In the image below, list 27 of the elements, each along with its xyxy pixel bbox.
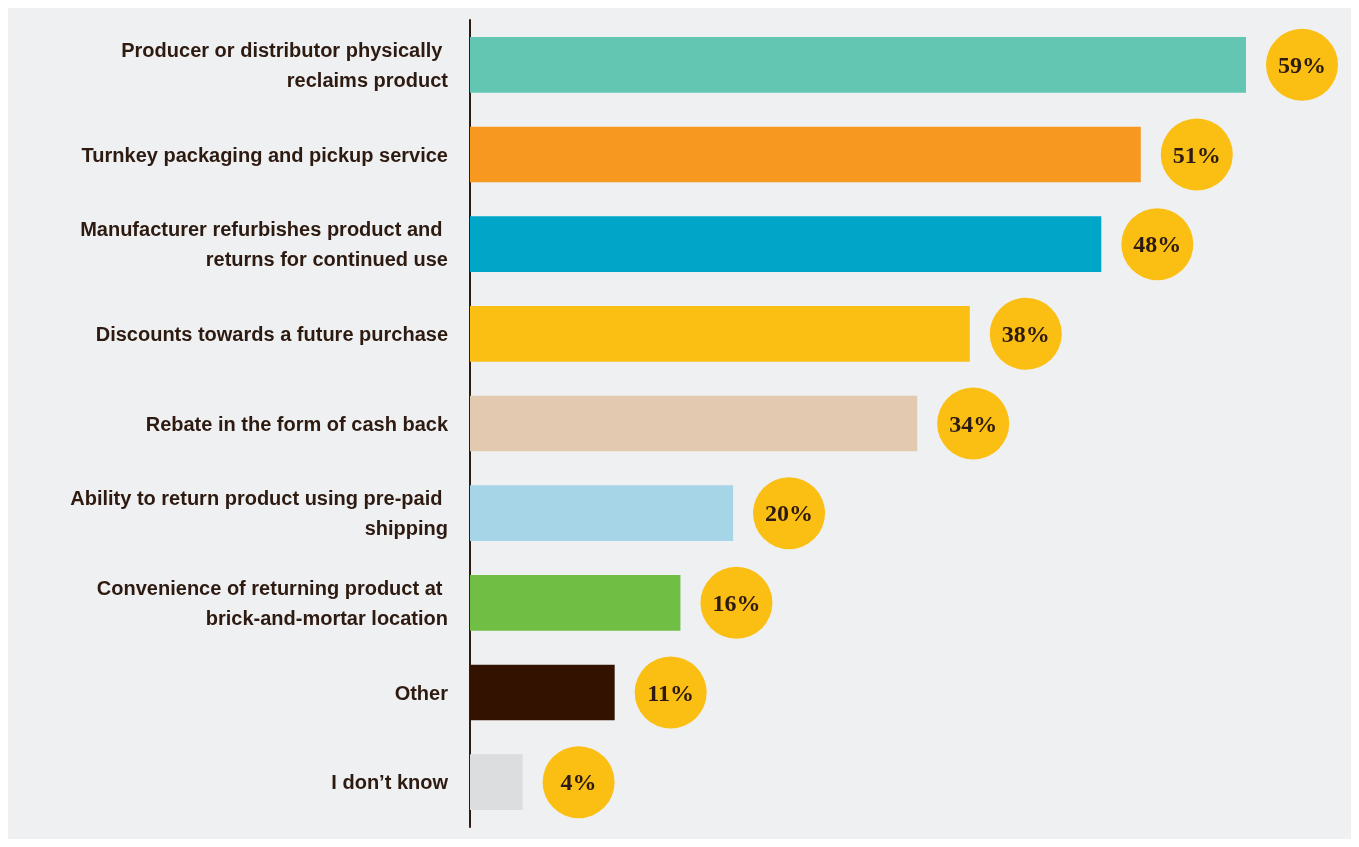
data-label: 16% xyxy=(712,589,761,616)
data-label: 34% xyxy=(949,410,998,437)
data-label: 11% xyxy=(647,679,695,706)
data-label: 4% xyxy=(560,769,597,796)
bar xyxy=(470,754,523,810)
bar xyxy=(470,37,1246,93)
bar xyxy=(470,126,1141,183)
bar xyxy=(470,485,734,541)
y-tick-label: Manufacturer refurbishes product and returns for continued use xyxy=(80,218,448,271)
data-label: 48% xyxy=(1133,231,1182,258)
y-tick-label: I don’t know xyxy=(331,771,449,794)
bar xyxy=(470,395,918,452)
y-tick-label: Rebate in the form of cash back xyxy=(145,412,449,435)
bar xyxy=(470,575,681,631)
y-tick-label: Ability to return product using pre-paid shipping xyxy=(70,487,448,540)
data-label: 20% xyxy=(765,500,814,527)
bar xyxy=(470,216,1102,272)
y-tick-label: Convenience of returning product at brick-and-mortar location xyxy=(96,576,448,629)
y-tick-label: Turnkey packaging and pickup service xyxy=(81,143,448,166)
y-tick-label: Discounts towards a future purchase xyxy=(95,322,448,345)
y-tick-label: Producer or distributor physically reclaims product xyxy=(121,38,449,91)
data-label: 51% xyxy=(1172,141,1221,168)
bar xyxy=(470,306,970,362)
data-label: 38% xyxy=(1001,320,1050,347)
y-tick-label: Other xyxy=(394,681,449,704)
bar xyxy=(470,664,615,721)
data-label: 59% xyxy=(1278,51,1326,78)
